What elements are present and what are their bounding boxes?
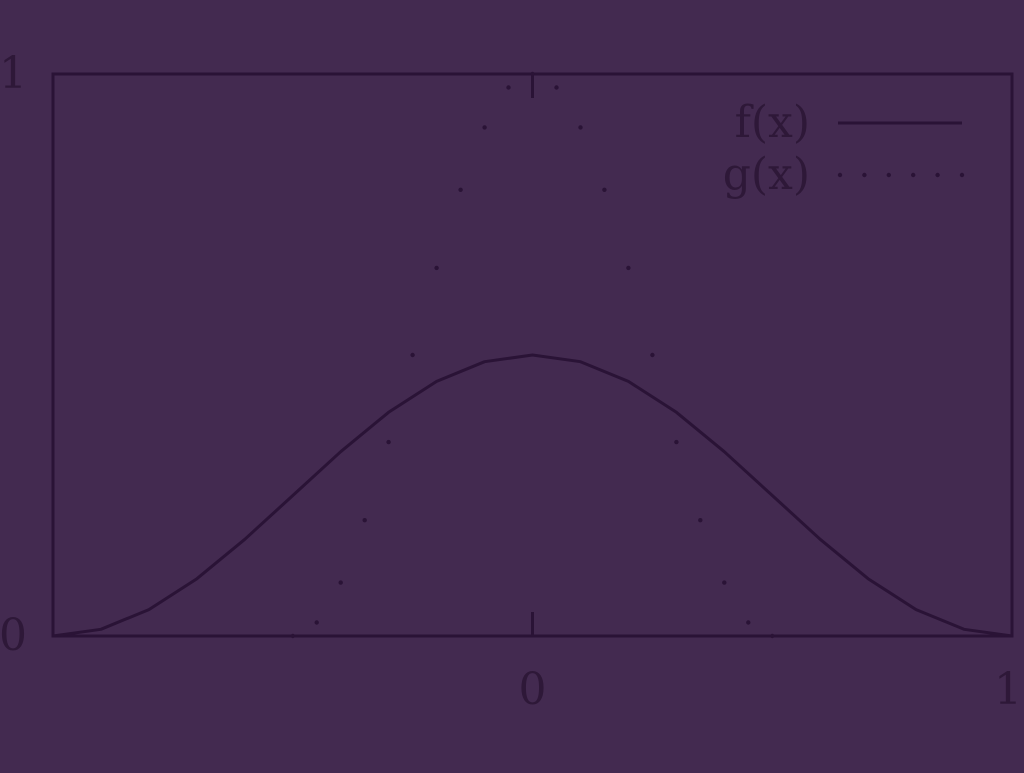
series-layer [52,71,1013,639]
series-point-1-0 [290,633,295,639]
series-point-1-16 [674,439,679,445]
legend-swatch-dot-1-1 [862,172,867,178]
series-point-1-8 [482,125,487,130]
series-point-1-5 [410,352,415,358]
legend-swatch-dot-1-4 [935,172,940,178]
legend-swatch-dot-1-3 [911,172,916,178]
series-point-1-15 [650,352,655,358]
y-tick-label-0: 0 [0,610,27,661]
x-tick-label-0: 0 [519,664,547,715]
series-1 [290,71,775,639]
legend-swatch-dot-1-0 [837,172,843,178]
series-point-1-4 [386,439,391,445]
series-point-1-13 [602,187,607,192]
series-point-1-2 [338,580,343,585]
tick-labels: 0 1 0 1 [0,48,1022,715]
series-point-1-6 [434,265,439,271]
series-point-1-9 [506,85,511,90]
legend-swatch-dot-1-5 [959,172,965,178]
series-point-1-18 [722,580,727,585]
legend-label-0: f(x) [735,97,810,148]
legend-swatch-dot-1-2 [886,172,891,178]
series-0 [52,353,1013,638]
legend-label-1: g(x) [723,149,810,200]
series-point-1-7 [458,187,463,192]
series-point-1-20 [770,633,775,639]
y-tick-label-1: 1 [0,48,27,99]
series-point-1-10 [530,71,535,77]
series-point-1-14 [626,265,631,271]
series-point-1-11 [554,85,559,90]
series-line-0 [52,353,1013,638]
series-point-1-1 [314,620,319,625]
series-point-1-19 [746,620,751,625]
series-point-1-12 [578,125,583,130]
series-point-1-17 [698,518,703,523]
x-tick-label-1: 1 [994,664,1022,715]
series-point-1-3 [362,518,367,523]
legend: f(x)g(x) [723,97,965,200]
legend-swatch-1 [837,172,965,178]
